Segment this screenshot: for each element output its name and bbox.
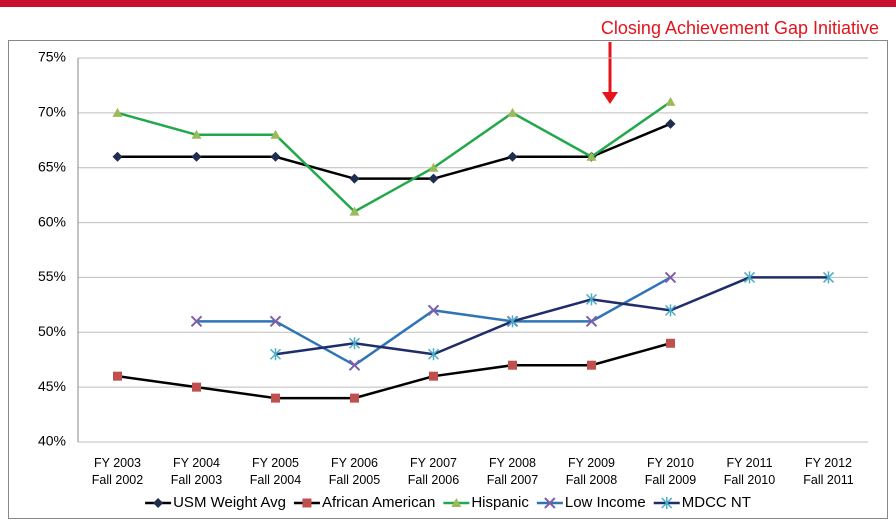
y-tick-label: 50% (38, 323, 66, 339)
x-tick-label: FY 2008 Fall 2007 (487, 456, 538, 487)
marker (822, 271, 835, 284)
marker (302, 498, 312, 508)
x-tick-label: FY 2004 Fall 2003 (171, 456, 222, 487)
marker (349, 173, 360, 184)
marker (349, 206, 360, 216)
marker (585, 315, 598, 328)
x-tick-line: FY 2005 (252, 456, 299, 470)
legend-label: MDCC NT (682, 494, 751, 511)
marker (153, 498, 164, 508)
x-tick-label: FY 2011 Fall 2010 (724, 456, 775, 487)
y-tick-label: 60% (38, 213, 66, 229)
x-tick-label: FY 2007 Fall 2006 (408, 456, 459, 487)
series-line (275, 276, 829, 356)
marker (665, 118, 676, 129)
y-tick-label: 75% (38, 49, 66, 65)
x-tick-label: FY 2005 Fall 2004 (250, 456, 301, 487)
legend-label: African American (322, 494, 435, 511)
marker (664, 271, 677, 284)
marker (427, 304, 440, 317)
marker (544, 497, 556, 509)
marker (112, 107, 123, 117)
x-tick-line: FY 2007 (410, 456, 457, 470)
marker (506, 315, 519, 328)
marker (586, 151, 597, 161)
marker (451, 498, 462, 507)
legend: USM Weight Avg African American Hispanic Lo… (145, 494, 751, 511)
y-tick-label: 40% (38, 433, 66, 449)
marker (429, 371, 438, 381)
marker (508, 360, 517, 370)
marker (192, 382, 201, 392)
series-line (117, 122, 671, 180)
x-tick-label: FY 2010 Fall 2009 (645, 456, 696, 487)
top-bar (0, 0, 896, 7)
annotation: Closing Achievement Gap Initiative (601, 18, 879, 38)
x-tick-label: FY 2003 Fall 2002 (92, 456, 143, 487)
x-tick-line: FY 2010 (647, 456, 694, 470)
x-tick-label: FY 2006 Fall 2005 (329, 456, 380, 487)
marker (112, 151, 123, 162)
marker (270, 151, 281, 162)
y-tick-label: 55% (38, 268, 66, 284)
x-tick-label: FY 2012 Fall 2011 (803, 456, 854, 487)
x-tick-label: FY 2009 Fall 2008 (566, 456, 617, 487)
x-tick-line: Fall 2011 (803, 473, 854, 487)
chart-border (8, 40, 888, 519)
marker (666, 338, 675, 348)
x-tick-line: Fall 2007 (487, 473, 538, 487)
y-tick-label: 45% (38, 378, 66, 394)
x-tick-line: Fall 2006 (408, 473, 459, 487)
marker (427, 348, 440, 361)
x-tick-line: Fall 2008 (566, 473, 617, 487)
marker (428, 162, 439, 172)
marker (269, 348, 282, 361)
marker (661, 497, 673, 509)
marker (190, 315, 203, 328)
series-line (117, 342, 671, 400)
legend-label: Low Income (565, 494, 646, 511)
x-tick-line: FY 2011 (726, 456, 772, 470)
y-tick-label: 70% (38, 104, 66, 120)
x-tick-line: Fall 2002 (92, 473, 143, 487)
x-tick-line: FY 2006 (331, 456, 378, 470)
x-tick-line: Fall 2004 (250, 473, 301, 487)
marker (191, 151, 202, 162)
marker (507, 107, 518, 117)
x-tick-line: Fall 2005 (329, 473, 380, 487)
marker (665, 96, 676, 106)
legend-label: Hispanic (471, 494, 529, 511)
marker (664, 304, 677, 317)
x-tick-line: Fall 2010 (724, 473, 775, 487)
y-tick-label: 65% (38, 158, 66, 174)
marker (348, 337, 361, 350)
marker (585, 293, 598, 306)
marker (113, 371, 122, 381)
x-tick-line: FY 2008 (489, 456, 536, 470)
marker (428, 173, 439, 184)
x-tick-line: FY 2012 (805, 456, 852, 470)
marker (348, 359, 361, 371)
marker (350, 393, 359, 403)
x-tick-line: FY 2009 (568, 456, 615, 470)
marker (743, 271, 756, 284)
marker (507, 151, 518, 162)
x-tick-line: FY 2004 (173, 456, 220, 470)
legend-label: USM Weight Avg (173, 494, 286, 511)
marker (587, 360, 596, 370)
x-tick-line: Fall 2003 (171, 473, 222, 487)
marker (271, 393, 280, 403)
marker (191, 129, 202, 139)
x-tick-line: FY 2003 (94, 456, 141, 470)
series-line (117, 100, 672, 214)
x-tick-line: Fall 2009 (645, 473, 696, 487)
marker (269, 315, 282, 328)
annotation-arrowhead (602, 92, 618, 104)
marker (270, 129, 281, 139)
